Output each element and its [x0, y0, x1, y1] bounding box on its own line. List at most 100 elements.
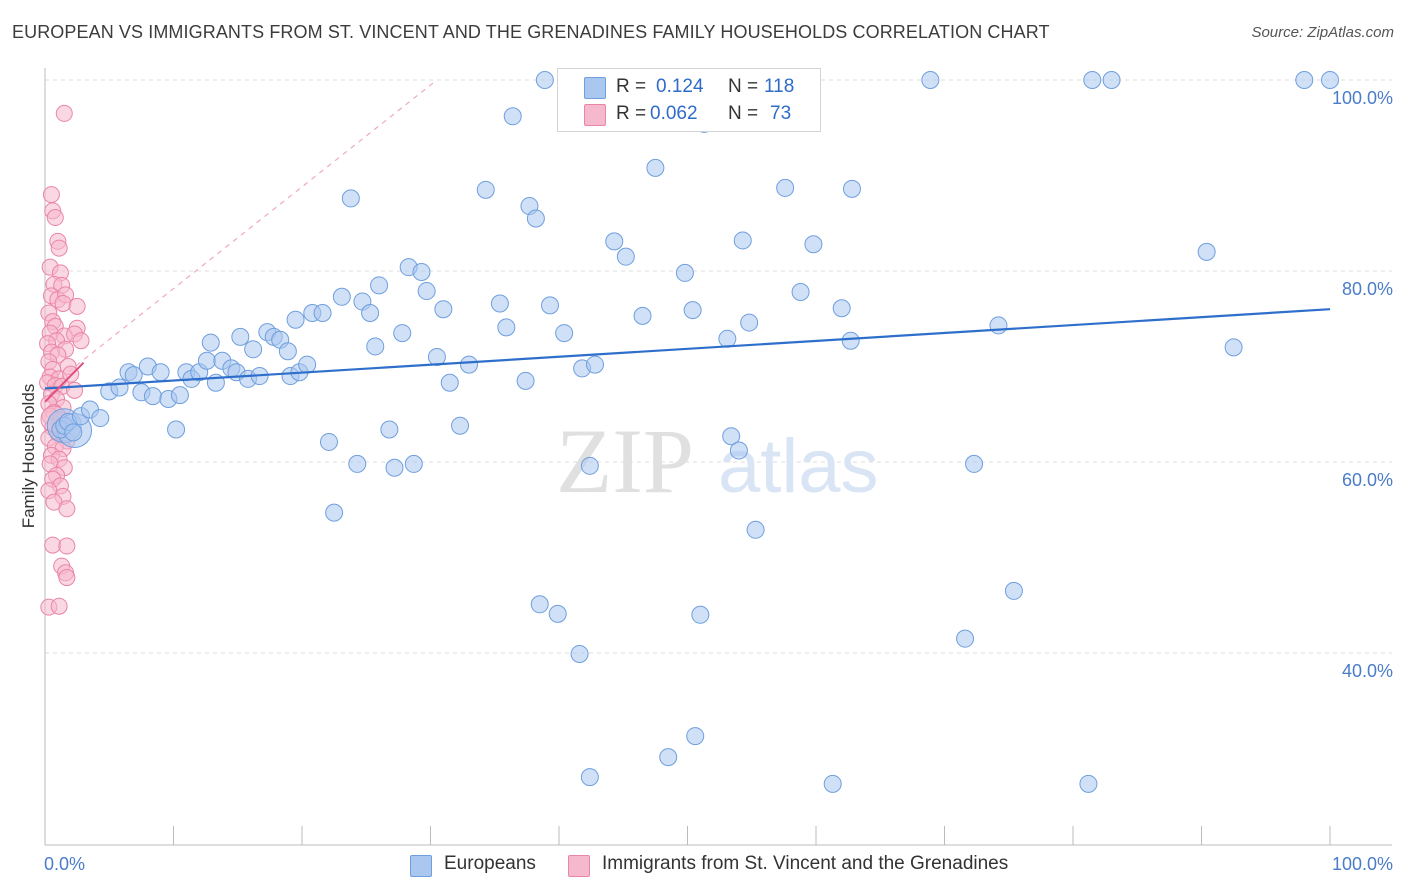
x-tick-labels: 0.0% 100.0%: [44, 854, 1393, 874]
immigrants-point: [46, 209, 64, 227]
europeans-point: [201, 333, 220, 352]
europeans-point: [740, 313, 759, 332]
europeans-point: [585, 355, 604, 374]
x-tick-label: 100.0%: [1332, 854, 1393, 874]
legend-swatch-blue: [584, 77, 606, 99]
europeans-point: [530, 595, 549, 614]
immigrants-point: [68, 297, 86, 315]
europeans-point: [476, 180, 495, 199]
europeans-point: [325, 503, 344, 522]
europeans-point: [440, 373, 459, 392]
europeans-point: [570, 644, 589, 663]
europeans-point: [91, 409, 110, 428]
y-tick-label: 100.0%: [1332, 88, 1393, 108]
europeans-point: [956, 629, 975, 648]
legend-r-value: 0.062: [650, 103, 698, 124]
europeans-point: [460, 355, 479, 374]
europeans-point: [832, 299, 851, 318]
europeans-point: [231, 327, 250, 346]
europeans-point: [1197, 242, 1216, 261]
grid-lines: [45, 79, 1392, 654]
y-tick-label: 60.0%: [1342, 470, 1393, 490]
immigrants-point: [72, 332, 90, 350]
europeans-point: [691, 605, 710, 624]
y-axis-label: Family Households: [19, 384, 38, 529]
diagonal-reference-line: [44, 79, 438, 391]
europeans-point: [1295, 71, 1314, 89]
europeans-point: [170, 386, 189, 405]
bottom-legend-label: Europeans: [444, 853, 536, 874]
immigrants-point: [54, 294, 72, 312]
europeans-point: [605, 232, 624, 251]
europeans-point: [746, 520, 765, 539]
europeans-point: [167, 420, 186, 439]
europeans-point: [278, 342, 297, 361]
europeans-point: [1321, 71, 1339, 89]
immigrants-point: [58, 537, 76, 555]
europeans-point: [555, 324, 574, 343]
europeans-point: [686, 727, 705, 746]
europeans-point: [1224, 338, 1243, 357]
series-europeans-points: [46, 71, 1339, 793]
europeans-point: [110, 378, 129, 397]
europeans-point: [348, 454, 367, 473]
europeans-point: [341, 189, 360, 208]
europeans-point: [143, 387, 162, 406]
immigrants-point: [66, 381, 84, 399]
immigrants-point: [44, 536, 62, 554]
legend-r-label: R =: [616, 103, 647, 124]
immigrants-point: [42, 186, 60, 204]
europeans-point: [151, 363, 170, 382]
europeans-point: [580, 768, 599, 787]
europeans-point: [497, 318, 516, 337]
europeans-trend-line: [44, 308, 1331, 390]
europeans-point: [659, 748, 678, 767]
europeans-point: [842, 179, 861, 198]
europeans-point: [412, 262, 431, 281]
bottom-legend-swatch-pink: [568, 855, 590, 877]
europeans-point: [197, 351, 216, 370]
europeans-point: [319, 432, 338, 451]
y-tick-label: 40.0%: [1342, 661, 1393, 681]
europeans-point: [490, 294, 509, 313]
europeans-point: [385, 458, 404, 477]
immigrants-point: [50, 239, 68, 257]
legend-r-value: 0.124: [656, 76, 704, 97]
y-tick-labels: 40.0% 60.0% 80.0% 100.0%: [1332, 88, 1393, 681]
reference-diagonal: [44, 79, 438, 391]
immigrants-point: [58, 569, 76, 587]
europeans-point: [791, 283, 810, 302]
series-immigrants-points: [39, 104, 90, 616]
europeans-point: [841, 331, 860, 350]
europeans-point: [404, 454, 423, 473]
europeans-point: [718, 329, 737, 348]
europeans-point: [526, 209, 545, 228]
europeans-point: [921, 71, 940, 89]
legend-n-value: 73: [770, 103, 792, 124]
europeans-point: [729, 441, 748, 460]
europeans-point: [451, 416, 470, 435]
europeans-point: [244, 340, 263, 359]
europeans-point: [722, 427, 741, 446]
europeans-point: [393, 324, 412, 343]
europeans-point: [548, 604, 567, 623]
europeans-point: [675, 263, 694, 282]
europeans-point: [989, 316, 1008, 335]
europeans-point: [427, 347, 446, 366]
legend-n-label: N =: [728, 76, 759, 97]
immigrants-point: [62, 365, 80, 383]
europeans-point: [370, 276, 389, 295]
europeans-point: [580, 456, 599, 475]
europeans-point: [417, 282, 436, 301]
stats-legend: R = 0.124 N = 118 R = 0.062 N = 73: [557, 68, 821, 132]
legend-r-label: R =: [616, 76, 647, 97]
bottom-legend-immigrants: Immigrants from St. Vincent and the Gren…: [568, 852, 1048, 878]
y-tick-label: 80.0%: [1342, 279, 1393, 299]
europeans-point: [503, 107, 522, 126]
europeans-point: [646, 158, 665, 177]
x-tick-label: 0.0%: [44, 854, 85, 874]
immigrants-point: [55, 104, 73, 122]
immigrants-point: [58, 500, 76, 518]
watermark-atlas: atlas: [718, 424, 879, 509]
